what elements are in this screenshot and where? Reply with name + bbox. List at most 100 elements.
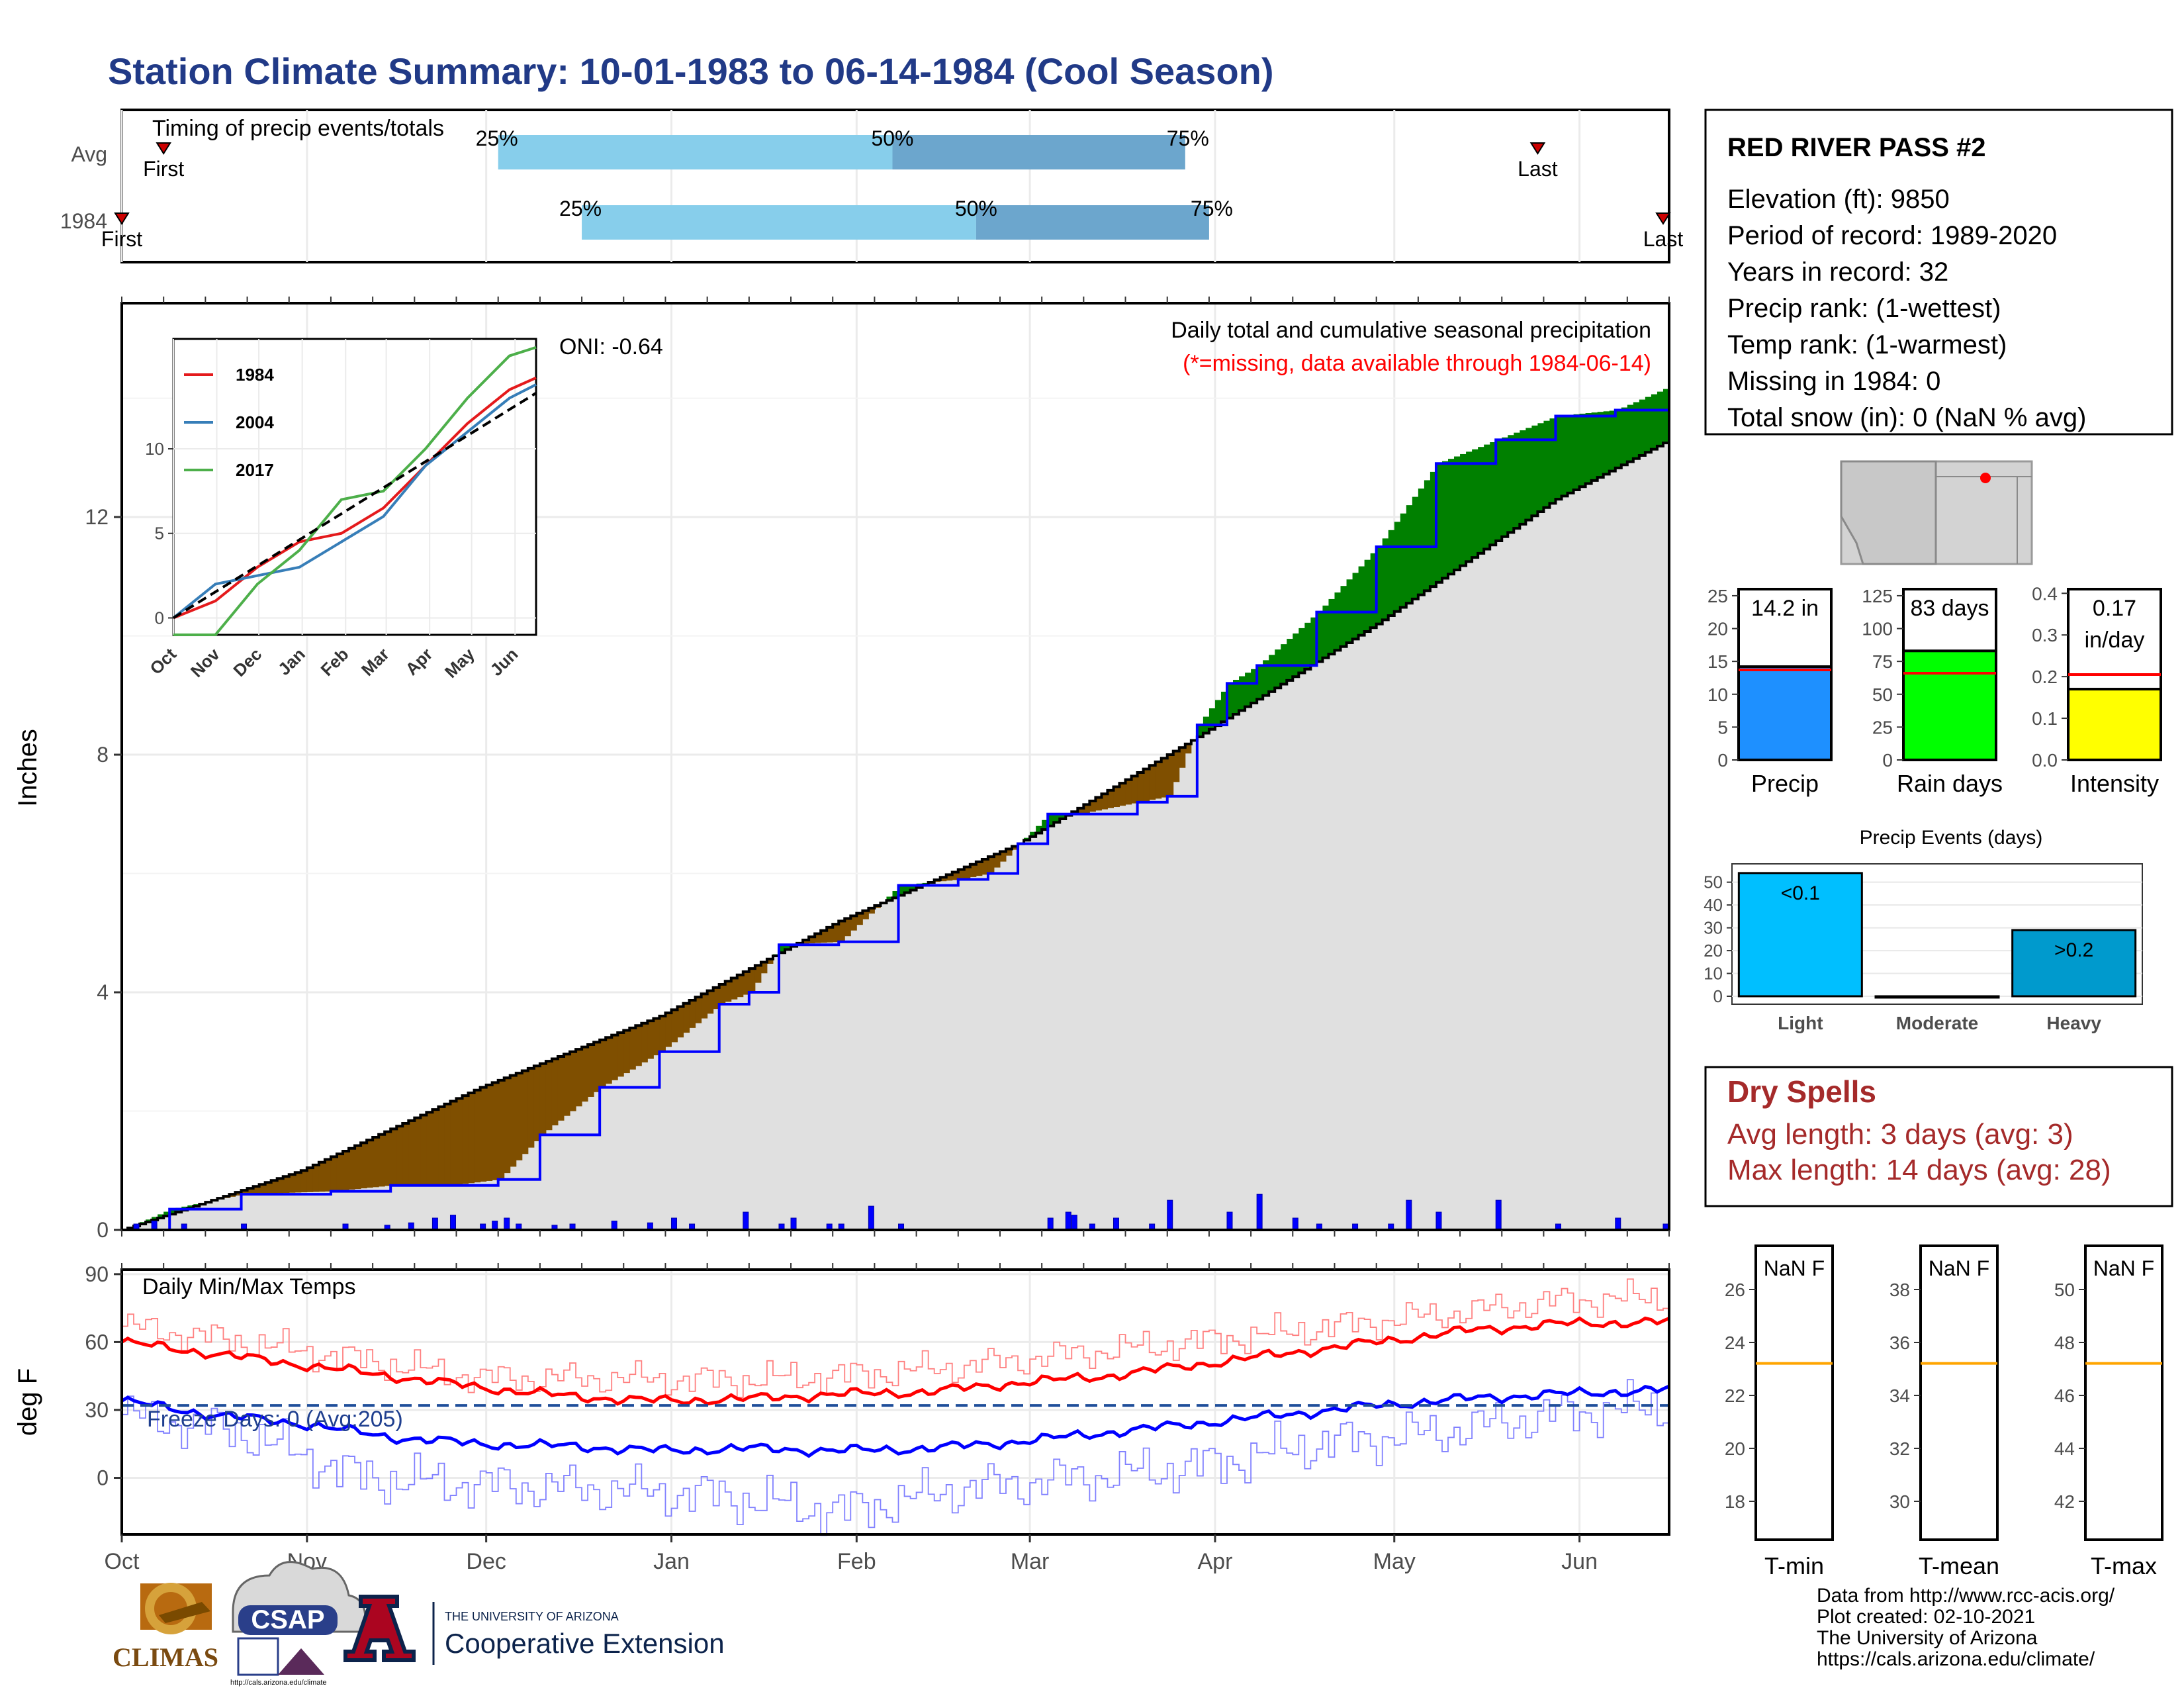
tick-label: 44: [2054, 1438, 2075, 1459]
below-average-area: [600, 1039, 606, 1088]
above-average-area: [1645, 397, 1652, 453]
below-average-area: [414, 1117, 421, 1186]
below-average-area: [987, 857, 995, 874]
month-label: Jan: [653, 1549, 690, 1574]
quartile-label: 25%: [559, 197, 602, 220]
month-label: Apr: [1197, 1549, 1232, 1574]
locator-map: [1840, 460, 2033, 565]
above-average-area: [1352, 573, 1359, 639]
tick-label: 10: [1707, 684, 1728, 705]
below-average-area: [289, 1174, 296, 1193]
temp-rank-value: NaN F: [1929, 1256, 1989, 1280]
below-average-area: [725, 981, 732, 1002]
quartile-bar-upper: [892, 135, 1185, 169]
below-average-area: [629, 1027, 636, 1070]
station-line: Years in record: 32: [1727, 258, 1948, 287]
above-average-area: [1394, 522, 1401, 612]
above-average-area: [1591, 412, 1598, 481]
below-average-area: [1125, 779, 1132, 805]
tick-label: 25: [1707, 586, 1728, 606]
summary-bar-label: in/day: [2085, 628, 2145, 653]
timing-marker: [114, 212, 130, 225]
temp-rank-value: NaN F: [1764, 1256, 1825, 1280]
below-average-area: [385, 1131, 391, 1186]
above-average-area: [1220, 691, 1228, 722]
above-average-area: [785, 944, 792, 950]
daily-precip-bar: [1292, 1217, 1298, 1231]
below-average-area: [1155, 761, 1162, 799]
below-average-area: [1179, 747, 1186, 768]
below-average-area: [981, 859, 989, 875]
below-average-area: [839, 921, 845, 942]
tick-label: 125: [1862, 586, 1893, 606]
timing-row-label-avg: Avg: [71, 142, 107, 166]
above-average-area: [1334, 592, 1342, 651]
above-average-area: [158, 1214, 164, 1219]
tick-label: 50: [1704, 872, 1723, 892]
above-average-area: [1227, 683, 1234, 718]
daily-precip-bar: [151, 1221, 158, 1231]
daily-precip-bar: [1435, 1211, 1442, 1231]
below-average-area: [438, 1106, 445, 1186]
daily-precip-bar: [1047, 1217, 1054, 1231]
quartile-label: 50%: [955, 197, 997, 220]
below-average-area: [1167, 755, 1174, 796]
below-average-area: [760, 962, 768, 974]
tick-label: 0.1: [2032, 708, 2058, 729]
above-average-area: [1478, 447, 1484, 553]
average-min-line: [120, 1384, 1670, 1458]
below-average-area: [689, 1000, 696, 1028]
station-line: Temp rank: (1-warmest): [1727, 330, 2007, 359]
below-average-area: [749, 968, 756, 993]
below-average-area: [1161, 758, 1168, 798]
quartile-bar-lower: [498, 135, 893, 169]
event-category-label: Light: [1778, 1013, 1823, 1033]
above-average-area: [1424, 480, 1431, 591]
above-average-area: [1543, 420, 1550, 508]
observed-cumulative-line: [122, 386, 1670, 1231]
above-average-area: [152, 1217, 158, 1221]
above-average-area: [1435, 463, 1443, 583]
tick-label: 30: [85, 1398, 109, 1422]
below-average-area: [474, 1090, 481, 1183]
timing-caption: Timing of precip events/totals: [152, 116, 444, 141]
below-average-area: [653, 1018, 660, 1056]
above-average-area: [1275, 649, 1281, 688]
tick-label: 48: [2054, 1333, 2075, 1353]
dry-spells-title: Dry Spells: [1727, 1074, 1876, 1109]
below-average-area: [683, 1003, 690, 1033]
below-average-area: [868, 908, 875, 914]
above-average-area: [910, 884, 917, 890]
month-label: Oct: [105, 1549, 140, 1574]
below-average-area: [306, 1168, 314, 1192]
below-average-area: [594, 1042, 600, 1092]
below-average-area: [426, 1112, 433, 1186]
below-average-area: [324, 1159, 332, 1192]
below-average-area: [247, 1188, 254, 1194]
below-average-area: [539, 1063, 547, 1135]
tick-label: 20: [1704, 941, 1723, 961]
above-average-area: [1639, 399, 1646, 456]
above-average-area: [1340, 586, 1347, 647]
daily-precip-bar: [1406, 1199, 1412, 1231]
above-average-area: [1322, 605, 1329, 658]
temp-rank-frame: [2084, 1244, 2163, 1541]
summary-bar-title: Precip: [1751, 770, 1819, 797]
ua-small-text: THE UNIVERSITY OF ARIZONA: [445, 1610, 619, 1623]
summary-bar-fill: [1737, 665, 1833, 761]
above-average-area: [1281, 644, 1287, 684]
above-average-area: [1490, 442, 1496, 545]
below-average-area: [1113, 786, 1120, 808]
dry-spells-box: Dry Spells Avg length: 3 days (avg: 3) M…: [1704, 1066, 2173, 1207]
station-line: Elevation (ft): 9850: [1727, 185, 1950, 214]
below-average-area: [349, 1148, 355, 1190]
daily-precip-bar: [1256, 1194, 1263, 1231]
above-average-area: [1657, 391, 1664, 446]
below-average-area: [713, 987, 720, 1009]
summary-bar-title: Rain days: [1897, 770, 2003, 797]
above-average-area: [1621, 407, 1628, 465]
timing-marker: [156, 142, 171, 155]
summary-bar-label: 14.2 in: [1751, 596, 1819, 621]
